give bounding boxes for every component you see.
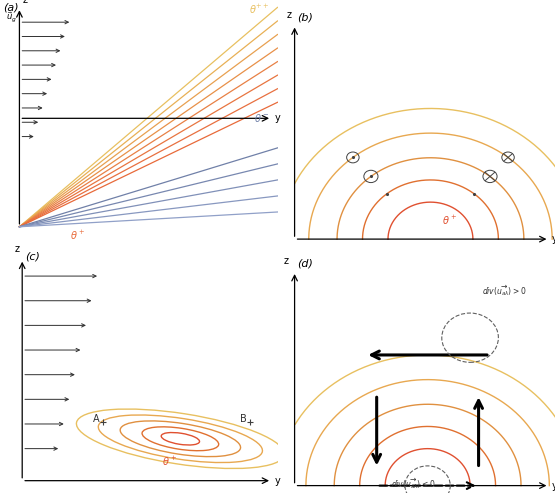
Text: z: z <box>22 0 27 5</box>
Text: B: B <box>240 414 247 424</box>
Text: (d): (d) <box>297 259 314 269</box>
Text: y: y <box>552 481 555 491</box>
Text: z: z <box>287 10 292 20</box>
Text: $\vec{u}_g$: $\vec{u}_g$ <box>6 10 17 24</box>
Text: y: y <box>275 476 280 486</box>
Text: A: A <box>93 414 100 424</box>
Text: $\theta^+$: $\theta^+$ <box>70 228 85 242</box>
Text: $div(\overrightarrow{u_{a\lambda}})<0$: $div(\overrightarrow{u_{a\lambda}})<0$ <box>391 476 436 491</box>
Text: (a): (a) <box>3 2 18 12</box>
Text: y: y <box>275 113 280 123</box>
Text: $\theta^+$: $\theta^+$ <box>162 455 176 467</box>
Text: z: z <box>284 256 289 266</box>
Text: $\theta^+$: $\theta^+$ <box>442 214 457 227</box>
Text: (c): (c) <box>25 251 40 261</box>
Text: (b): (b) <box>297 12 314 22</box>
Text: $\theta^-$: $\theta^-$ <box>254 112 269 124</box>
Text: z: z <box>14 244 19 254</box>
Text: $\theta^{++}$: $\theta^{++}$ <box>249 2 269 16</box>
Text: y: y <box>552 234 555 244</box>
Text: $div(\overrightarrow{u_{a\lambda}})>0$: $div(\overrightarrow{u_{a\lambda}})>0$ <box>482 283 526 298</box>
